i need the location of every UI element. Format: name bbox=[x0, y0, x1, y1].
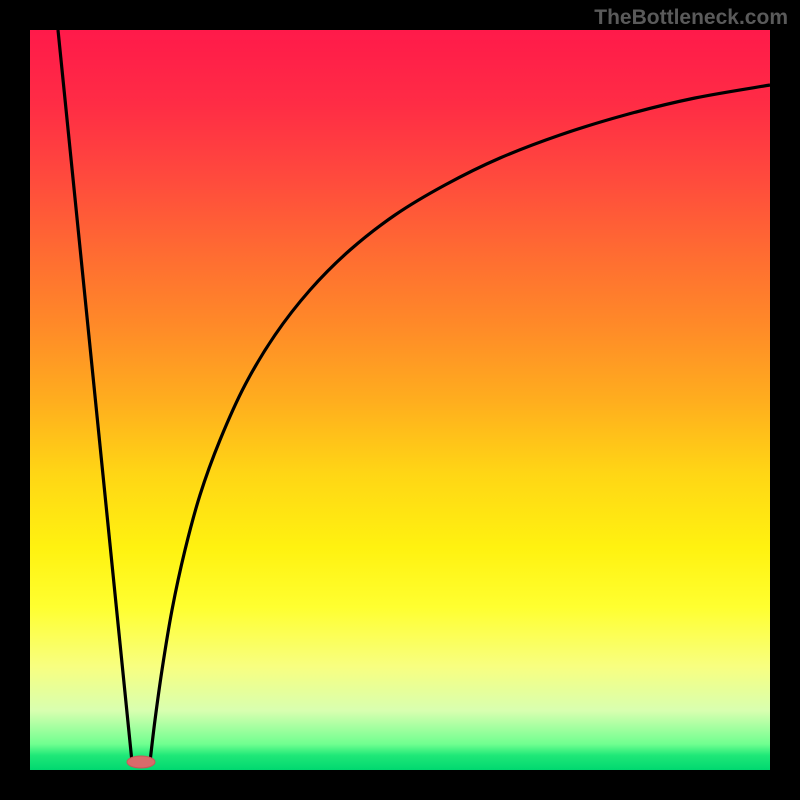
chart-background bbox=[30, 30, 770, 770]
bottleneck-chart: TheBottleneck.com bbox=[0, 0, 800, 800]
bottleneck-marker bbox=[127, 756, 155, 768]
watermark-text: TheBottleneck.com bbox=[594, 6, 788, 30]
chart-svg bbox=[0, 0, 800, 800]
